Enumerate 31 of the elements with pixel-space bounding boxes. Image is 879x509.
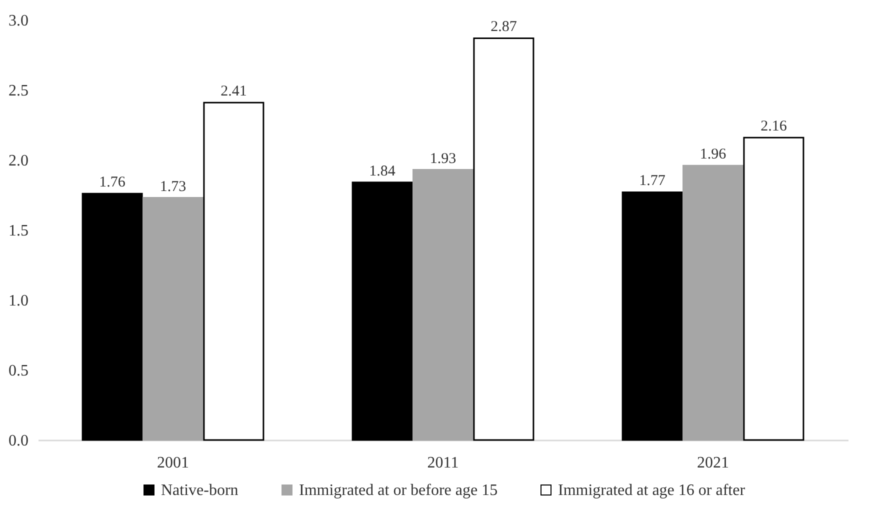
data-label: 1.93 (430, 150, 456, 167)
bar (352, 182, 413, 441)
legend-label: Native-born (161, 482, 238, 499)
data-label: 1.73 (160, 178, 186, 195)
data-label: 1.96 (700, 146, 727, 163)
x-tick-label: 2011 (427, 454, 459, 472)
legend-label: Immigrated at age 16 or after (558, 482, 746, 499)
data-label: 2.16 (760, 118, 788, 135)
data-label: 2.41 (220, 84, 247, 100)
bar (142, 197, 204, 441)
x-tick-label: 2021 (697, 454, 729, 472)
y-tick-label: 2.0 (8, 152, 28, 170)
bar (682, 164, 744, 441)
data-label: 1.77 (639, 173, 666, 190)
bar (82, 192, 143, 441)
y-tick-label: 0.5 (8, 362, 28, 380)
data-label: 1.76 (99, 174, 126, 191)
bar (622, 191, 683, 441)
legend-label: Immigrated at or before age 15 (299, 482, 498, 499)
data-label: 2.87 (490, 19, 518, 36)
x-tick-label: 2001 (157, 454, 189, 472)
data-label: 1.84 (369, 163, 396, 180)
bar (203, 102, 264, 441)
y-tick-label: 1.5 (8, 222, 28, 240)
bar (412, 169, 474, 441)
y-tick-label: 3.0 (8, 12, 28, 30)
bar (473, 37, 534, 441)
y-tick-label: 1.0 (8, 292, 28, 310)
y-tick-label: 2.5 (8, 82, 28, 100)
y-tick-label: 0.0 (8, 432, 28, 450)
bar (743, 136, 804, 441)
